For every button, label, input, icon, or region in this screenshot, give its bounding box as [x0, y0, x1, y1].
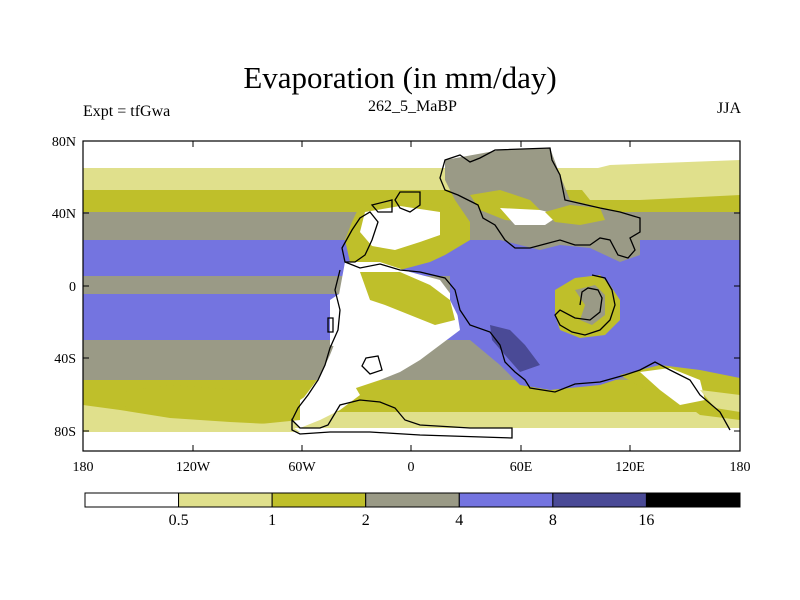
- lat-tick-label: 40N: [52, 207, 76, 222]
- colorbar-swatch: [458, 492, 554, 508]
- colorbar-swatch: [178, 492, 273, 508]
- colorbar-swatch: [84, 492, 180, 508]
- page-title: Evaporation (in mm/day): [243, 60, 557, 95]
- colorbar-label: 4: [455, 512, 463, 529]
- lat-tick-label: 80N: [52, 135, 76, 150]
- colorbar-label: 8: [549, 512, 557, 529]
- lon-tick-label: 120W: [176, 460, 211, 475]
- lat-tick-label: 0: [69, 280, 76, 295]
- lat-tick-label: 40S: [54, 352, 76, 367]
- lon-tick-label: 180: [730, 460, 751, 475]
- coastline: [291, 147, 731, 439]
- colorbar-label: 2: [362, 512, 370, 529]
- lon-tick-label: 180: [73, 460, 94, 475]
- period-label: 262_5_MaBP: [368, 98, 457, 115]
- colorbar-swatch: [271, 492, 367, 508]
- colorbar-swatch: [552, 492, 647, 508]
- colorbar-label: 16: [638, 512, 654, 529]
- lon-tick-label: 120E: [615, 460, 645, 475]
- lon-tick-label: 60W: [288, 460, 316, 475]
- colorbar-labels: 0.5 1 2 4 8 16: [169, 512, 655, 529]
- colorbar-swatch: [645, 492, 741, 508]
- colorbar-label: 1: [268, 512, 276, 529]
- colorbar-swatch: [365, 492, 460, 508]
- lat-tick-label: 80S: [54, 425, 76, 440]
- longitude-axis: 180 120W 60W 0 60E 120E 180: [73, 141, 751, 475]
- latitude-axis: 80N 40N 0 40S 80S: [52, 135, 740, 440]
- colorbar-label: 0.5: [169, 512, 189, 529]
- season-label: JJA: [716, 100, 741, 117]
- evaporation-field: [83, 141, 740, 451]
- colorbar: [84, 492, 741, 508]
- lon-tick-label: 0: [408, 460, 415, 475]
- experiment-label: Expt = tfGwa: [83, 103, 171, 120]
- lon-tick-label: 60E: [510, 460, 533, 475]
